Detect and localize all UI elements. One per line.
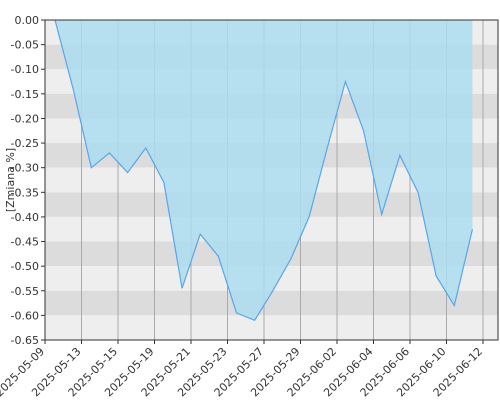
- y-tick-label: -0.45: [11, 236, 39, 249]
- area: [55, 20, 473, 321]
- y-tick-label: -0.55: [11, 285, 39, 298]
- y-tick-label: 0.00: [15, 14, 40, 27]
- y-tick-label: -0.35: [11, 186, 39, 199]
- y-tick-label: -0.20: [11, 112, 39, 125]
- stripe: [45, 315, 498, 340]
- y-tick-label: -0.25: [11, 137, 39, 150]
- stripe: [45, 290, 498, 316]
- y-tick-label: -0.30: [11, 162, 39, 175]
- plot-frame: [44, 19, 499, 341]
- line: [54, 19, 474, 322]
- y-tick-label: -0.50: [11, 260, 39, 273]
- y-tick-label: -0.15: [11, 88, 39, 101]
- y-tick-label: -0.40: [11, 211, 39, 224]
- y-tick-label: -0.05: [11, 39, 39, 52]
- y-tick-label: -0.60: [11, 309, 39, 322]
- y-tick-label: -0.10: [11, 63, 39, 76]
- y-tick-label: -0.65: [11, 334, 39, 347]
- y-axis-label: [Zmiana %]: [4, 148, 17, 212]
